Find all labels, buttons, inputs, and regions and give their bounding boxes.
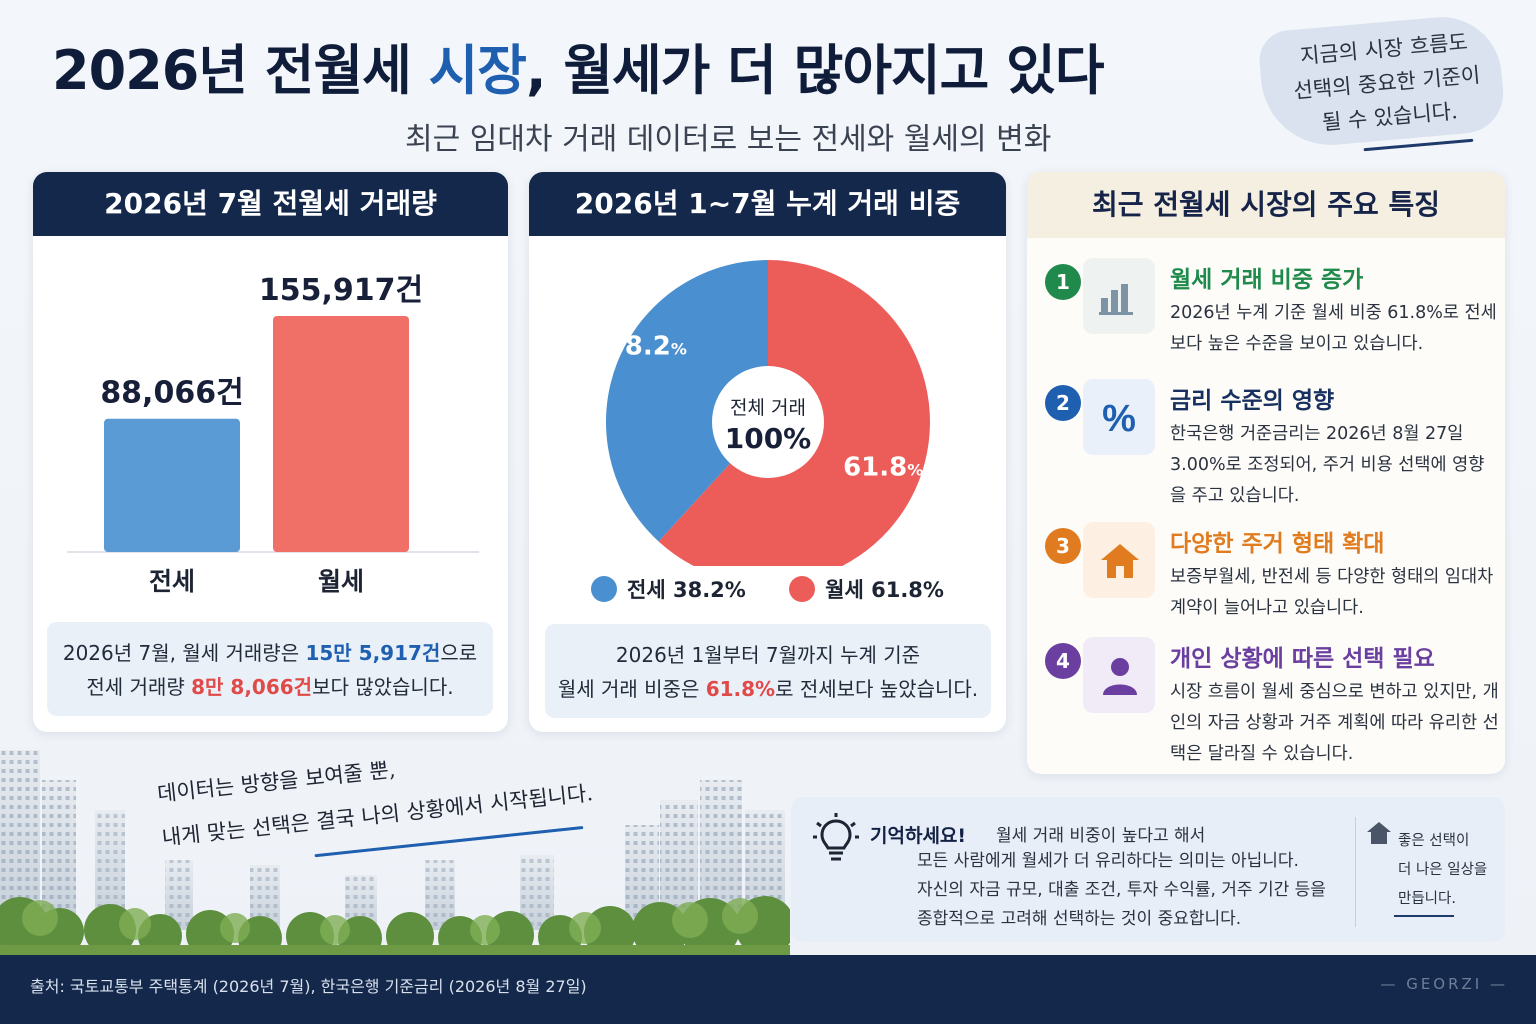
feature-number-2: 2 <box>1045 385 1081 421</box>
feature-item-3: 3 다양한 주거 형태 확대 보증부월세, 반전세 등 다양한 형태의 임대차 … <box>1041 522 1496 642</box>
bar-value-label: 155,917건 <box>259 273 423 308</box>
person-icon <box>1083 637 1155 713</box>
pie-chart-card: 2026년 1~7월 누계 거래 비중 전체 거래 100% 61.8% 38.2% … <box>529 172 1006 732</box>
footer: 출처: 국토교통부 주택통계 (2026년 7월), 한국은행 기준금리 (20… <box>0 955 1536 1024</box>
lightbulb-icon <box>813 813 859 861</box>
feature-title-1: 월세 거래 비중 증가 <box>1170 267 1364 293</box>
top-note: 지금의 시장 흐름도 선택의 중요한 기준이 될 수 있습니다. <box>1256 3 1517 164</box>
feature-title-4: 개인 상황에 따른 선택 필요 <box>1170 646 1435 672</box>
feature-desc-2: 한국은행 거준금리는 2026년 8월 27일 3.00%로 조정되어, 주거 … <box>1170 424 1485 506</box>
donut-center-value: 100% <box>725 422 812 455</box>
features-card: 최근 전월세 시장의 주요 특징 1 월세 거래 비중 증가 2026년 누계 … <box>1027 172 1505 774</box>
feature-desc-1: 2026년 누계 기준 월세 비중 61.8%로 전세보다 높은 수준을 보이고… <box>1170 303 1497 354</box>
bar-category-label: 월세 <box>318 567 364 596</box>
donut-center <box>712 366 824 478</box>
feature-number-4: 4 <box>1045 643 1081 679</box>
legend-dot-wolse <box>789 576 816 602</box>
legend-item-wolse: 월세 61.8% <box>789 574 944 604</box>
bar-wolse <box>273 316 409 552</box>
feature-item-4: 4 개인 상황에 따른 선택 필요 시장 흐름이 월세 중심으로 변하고 있지만… <box>1041 637 1499 764</box>
bar-jeonse <box>104 418 240 552</box>
bar-summary: 2026년 7월, 월세 거래량은 15만 5,917건으로 전세 거래량 8만… <box>47 622 493 716</box>
title-highlight: 시장 <box>428 39 527 102</box>
feature-desc-4: 시장 흐름이 월세 중심으로 변하고 있지만, 개인의 자금 상황과 거주 계획… <box>1170 682 1499 764</box>
brand-logo: — GEORZI — <box>1380 975 1508 993</box>
house-icon <box>1083 522 1155 598</box>
pie-legend: 전세 38.2% 월세 61.8% <box>529 574 1006 604</box>
remember-title: 기억하세요! <box>870 825 967 847</box>
remember-body: 모든 사람에게 월세가 더 유리하다는 의미는 아닙니다. 자신의 자금 규모,… <box>917 851 1326 929</box>
wolse-share-highlight: 61.8% <box>705 677 776 701</box>
bar-category-label: 전세 <box>149 567 195 596</box>
page-subtitle: 최근 임대차 거래 데이터로 보는 전세와 월세의 변화 <box>405 122 1052 157</box>
house-icon <box>1367 822 1391 844</box>
remember-line-1: 월세 거래 비중이 높다고 해서 <box>996 826 1206 846</box>
bar-chart-icon <box>1083 258 1155 334</box>
pie-summary: 2026년 1월부터 7월까지 누계 기준 월세 거래 비중은 61.8%로 전… <box>545 624 991 718</box>
source-text: 출처: 국토교통부 주택통계 (2026년 7월), 한국은행 기준금리 (20… <box>30 977 587 996</box>
legend-item-jeonse: 전세 38.2% <box>591 574 746 604</box>
feature-number-1: 1 <box>1045 264 1081 300</box>
bar-value-label: 88,066건 <box>100 376 243 411</box>
feature-number-3: 3 <box>1045 528 1081 564</box>
page-title: 2026년 전월세 시장, 월세가 더 많아지고 있다 <box>52 39 1105 102</box>
donut-center-label: 전체 거래 <box>730 397 806 419</box>
feature-desc-3: 보증부월세, 반전세 등 다양한 형태의 임대차 계약이 늘어나고 있습니다. <box>1170 567 1494 618</box>
side-note-underline <box>1394 915 1454 917</box>
city-skyline-illustration <box>0 750 790 955</box>
jeonse-count-highlight: 8만 8,066건 <box>191 675 313 699</box>
pie-slice-jeonse <box>606 260 768 542</box>
pie-card-title: 2026년 1~7월 누계 거래 비중 <box>529 172 1006 236</box>
side-note-line-2: 더 나은 일상을 <box>1398 862 1488 878</box>
feature-item-2: 2 % 금리 수준의 영향 한국은행 거준금리는 2026년 8월 27일 3.… <box>1041 379 1496 506</box>
feature-title-3: 다양한 주거 형태 확대 <box>1170 531 1385 557</box>
side-note-line-1: 좋은 선택이 <box>1398 833 1470 849</box>
svg-text:%: % <box>1102 398 1136 440</box>
remember-side-note: 좋은 선택이 더 나은 일상을 만듭니다. <box>1355 817 1495 927</box>
side-note-line-3: 만듭니다. <box>1398 891 1456 907</box>
features-title: 최근 전월세 시장의 주요 특징 <box>1027 172 1505 238</box>
wolse-count-highlight: 15만 5,917건 <box>305 641 441 665</box>
feature-item-1: 1 월세 거래 비중 증가 2026년 누계 기준 월세 비중 61.8%로 전… <box>1041 258 1497 378</box>
remember-box: 기억하세요! 월세 거래 비중이 높다고 해서 모든 사람에게 월세가 더 유리… <box>791 797 1505 942</box>
legend-dot-jeonse <box>591 576 618 602</box>
bar-card-title: 2026년 7월 전월세 거래량 <box>33 172 508 236</box>
feature-title-2: 금리 수준의 영향 <box>1170 388 1335 414</box>
pie-value-label: 61.8% <box>843 453 923 483</box>
percent-icon: % <box>1083 379 1155 455</box>
